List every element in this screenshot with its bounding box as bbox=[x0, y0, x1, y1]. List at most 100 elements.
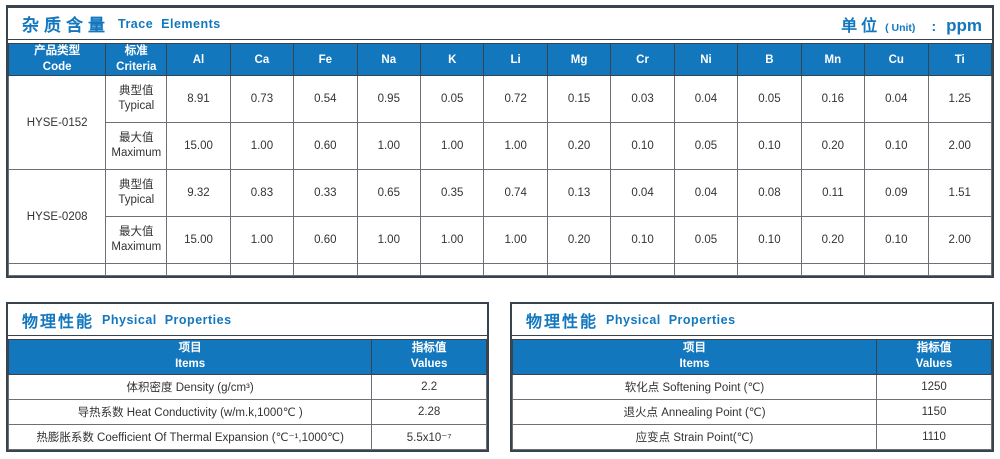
column-header-code-cn: 产品类型 bbox=[34, 45, 81, 57]
criteria-label-cn: 最大值 bbox=[119, 225, 154, 238]
element-value-cell: 0.03 bbox=[610, 75, 675, 124]
property-value-cell: 1250 bbox=[876, 374, 992, 400]
element-value-cell: 0.74 bbox=[483, 169, 548, 218]
criteria-cell-maximum: 最大值 Maximum bbox=[105, 216, 168, 265]
element-value-cell: 0.20 bbox=[546, 216, 612, 265]
element-value-cell: 0.33 bbox=[293, 169, 358, 218]
physical-properties-table-right: 项目 Items 指标值 Values 软化点 Softening Point … bbox=[511, 339, 992, 450]
criteria-label-cn: 最大值 bbox=[119, 131, 154, 144]
column-header-element: Mn bbox=[800, 42, 866, 77]
element-value-cell: 0.04 bbox=[610, 169, 675, 218]
element-value-cell: 15.00 bbox=[166, 122, 231, 171]
element-value-cell: 0.08 bbox=[737, 169, 802, 218]
unit-indicator: 单位 ( Unit) : ppm bbox=[841, 12, 982, 36]
column-header-criteria-cn: 标准 bbox=[124, 45, 148, 57]
column-header-element: Fe bbox=[293, 42, 358, 77]
element-value-cell: 1.00 bbox=[356, 122, 422, 171]
element-value-cell: 0.60 bbox=[293, 122, 358, 171]
criteria-cell-maximum: 最大值 Maximum bbox=[105, 122, 168, 171]
element-value-cell: 1.00 bbox=[483, 216, 548, 265]
column-header-element: Mg bbox=[546, 42, 612, 77]
unit-label-en: ( Unit) bbox=[885, 21, 916, 34]
panel-title-cn: 物理性能 bbox=[526, 313, 599, 331]
column-header-criteria: 标准 Criteria bbox=[105, 42, 168, 77]
element-value-cell: 0.10 bbox=[864, 216, 929, 265]
table-row-hyse0152-maximum: 最大值 Maximum 15.00 1.00 0.60 1.00 1.00 1.00 0.2… bbox=[9, 122, 992, 171]
element-value-cell: 0.10 bbox=[610, 122, 675, 171]
element-value-cell: 0.05 bbox=[673, 122, 739, 171]
element-value-cell: 0.20 bbox=[546, 122, 612, 171]
physical-properties-table-left: 项目 Items 指标值 Values 体积密度 Density (g/cm³)… bbox=[7, 339, 487, 450]
physical-left-header-row: 项目 Items 指标值 Values bbox=[7, 339, 487, 375]
column-header-items-cn: 项目 bbox=[683, 342, 707, 355]
column-header-values-cn: 指标值 bbox=[916, 342, 952, 355]
column-header-element: Ca bbox=[229, 42, 295, 77]
product-code-cell: HYSE-0152 bbox=[7, 75, 107, 171]
element-value-cell: 0.54 bbox=[293, 75, 358, 124]
column-header-element: Ni bbox=[673, 42, 739, 77]
property-value-cell: 1110 bbox=[876, 424, 992, 450]
element-value-cell: 0.04 bbox=[864, 75, 929, 124]
column-header-element: K bbox=[419, 42, 485, 77]
element-value-cell: 0.65 bbox=[356, 169, 422, 218]
criteria-label-en: Typical bbox=[118, 194, 155, 207]
column-header-values-en: Values bbox=[915, 358, 953, 370]
trace-elements-titlebar: 杂质含量 Trace Elements 单位 ( Unit) : ppm bbox=[8, 8, 992, 40]
criteria-label-en: Maximum bbox=[111, 147, 162, 160]
element-value-cell: 1.25 bbox=[927, 75, 992, 124]
criteria-label-en: Typical bbox=[118, 100, 155, 113]
element-value-cell: 1.51 bbox=[927, 169, 992, 218]
element-value-cell: 2.00 bbox=[927, 216, 992, 265]
element-value-cell: 9.32 bbox=[166, 169, 231, 218]
property-value-cell: 1150 bbox=[876, 399, 992, 425]
property-item-cell: 热膨胀系数 Coefficient Of Thermal Expansion (… bbox=[7, 424, 373, 450]
spacer-row bbox=[7, 263, 992, 277]
element-value-cell: 0.09 bbox=[864, 169, 929, 218]
panel-title-en: Trace Elements bbox=[118, 16, 221, 31]
element-value-cell: 0.10 bbox=[610, 216, 675, 265]
physical-right-header-row: 项目 Items 指标值 Values bbox=[511, 339, 992, 375]
column-header-element: Ti bbox=[927, 42, 992, 77]
column-header-values-cn: 指标值 bbox=[411, 342, 447, 355]
criteria-label-cn: 典型值 bbox=[119, 84, 154, 97]
criteria-label-cn: 典型值 bbox=[119, 178, 154, 191]
property-item-cell: 导热系数 Heat Conductivity (w/m.k,1000℃ ) bbox=[7, 399, 373, 425]
property-value-cell: 2.28 bbox=[371, 399, 487, 425]
column-header-values: 指标值 Values bbox=[876, 339, 992, 375]
element-value-cell: 1.00 bbox=[483, 122, 548, 171]
element-value-cell: 0.20 bbox=[800, 216, 866, 265]
element-value-cell: 0.95 bbox=[356, 75, 422, 124]
element-value-cell: 1.00 bbox=[419, 216, 485, 265]
column-header-items-en: Items bbox=[679, 358, 710, 370]
column-header-values: 指标值 Values bbox=[371, 339, 487, 375]
column-header-element: Li bbox=[483, 42, 548, 77]
element-value-cell: 0.10 bbox=[737, 122, 802, 171]
property-item-cell: 软化点 Softening Point (℃) bbox=[511, 374, 878, 400]
element-value-cell: 0.20 bbox=[800, 122, 866, 171]
column-header-element: Cr bbox=[610, 42, 675, 77]
element-value-cell: 0.73 bbox=[229, 75, 295, 124]
property-item-cell: 退火点 Annealing Point (℃) bbox=[511, 399, 878, 425]
unit-label-cn: 单位 bbox=[841, 17, 882, 35]
element-value-cell: 0.10 bbox=[864, 122, 929, 171]
element-value-cell: 1.00 bbox=[356, 216, 422, 265]
element-value-cell: 0.05 bbox=[419, 75, 485, 124]
element-value-cell: 0.05 bbox=[737, 75, 802, 124]
property-value-cell: 2.2 bbox=[371, 374, 487, 400]
element-value-cell: 0.15 bbox=[546, 75, 612, 124]
property-value-cell: 5.5x10⁻⁷ bbox=[371, 424, 487, 450]
element-value-cell: 0.83 bbox=[229, 169, 295, 218]
unit-separator: : bbox=[931, 17, 937, 34]
table-row: 软化点 Softening Point (℃) 1250 bbox=[511, 374, 992, 400]
property-item-cell: 体积密度 Density (g/cm³) bbox=[7, 374, 373, 400]
element-value-cell: 1.00 bbox=[229, 216, 295, 265]
element-value-cell: 0.10 bbox=[737, 216, 802, 265]
element-value-cell: 0.35 bbox=[419, 169, 485, 218]
physical-right-titlebar: 物理性能 Physical Properties bbox=[512, 304, 992, 336]
element-value-cell: 0.13 bbox=[546, 169, 612, 218]
element-value-cell: 0.16 bbox=[800, 75, 866, 124]
element-value-cell: 1.00 bbox=[229, 122, 295, 171]
table-row-hyse0152-typical: HYSE-0152 典型值 Typical 8.91 0.73 0.54 0.95 0.… bbox=[7, 75, 992, 171]
panel-title-cn: 杂质含量 bbox=[22, 16, 110, 35]
criteria-label-en: Maximum bbox=[111, 241, 162, 254]
